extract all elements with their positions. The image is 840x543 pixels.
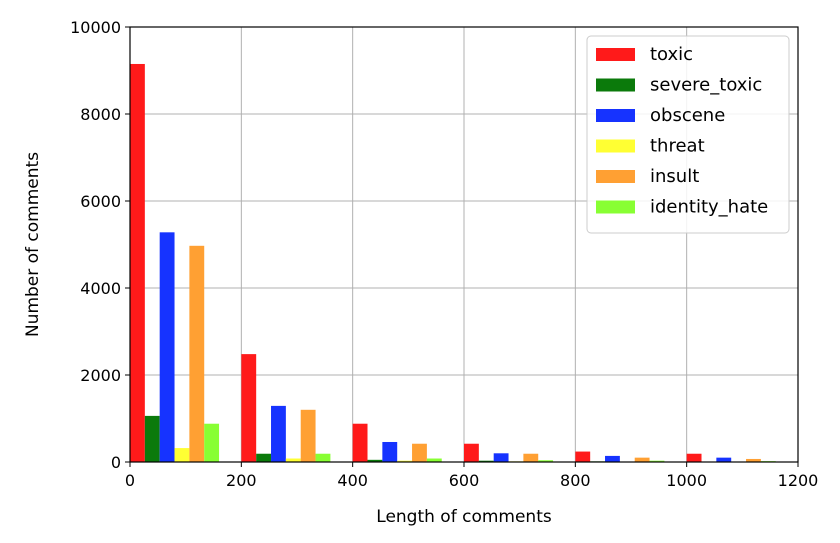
x-ticks: 0 200 400 600 800 1000 1200 <box>125 462 818 490</box>
legend-box <box>586 35 790 234</box>
bar-threat-bin-1 <box>285 458 301 462</box>
legend-swatch-obscene <box>596 109 635 122</box>
bar-obscene-bin-0 <box>159 232 175 462</box>
bar-severe-toxic-bin-3 <box>478 460 494 462</box>
x-tick-label: 800 <box>560 471 591 490</box>
y-tick-label: 10000 <box>70 18 121 37</box>
bar-identity-hate-bin-2 <box>426 458 442 462</box>
y-tick-label: 8000 <box>80 105 121 124</box>
bar-severe-toxic-bin-1 <box>256 453 272 462</box>
bar-insult-bin-4 <box>634 457 650 462</box>
bar-obscene-bin-4 <box>605 455 620 462</box>
bar-identity-hate-bin-4 <box>649 460 665 462</box>
bar-identity-hate-bin-0 <box>204 423 220 462</box>
legend-swatch-threat <box>596 139 635 153</box>
bar-obscene-bin-3 <box>493 453 509 462</box>
bar-toxic-bin-4 <box>575 451 591 462</box>
bar-obscene-bin-2 <box>382 441 398 462</box>
y-tick-label: 6000 <box>80 192 121 211</box>
legend-swatch-identity-hate <box>596 200 635 214</box>
y-ticks: 0 2000 4000 6000 8000 10000 <box>70 18 130 472</box>
bar-identity-hate-bin-1 <box>315 453 331 462</box>
legend-label-insult: insult <box>650 166 699 187</box>
legend-label-threat: threat <box>650 136 705 157</box>
x-tick-label: 1000 <box>666 471 707 490</box>
x-tick-label: 400 <box>337 471 368 490</box>
bar-threat-bin-2 <box>397 460 413 462</box>
legend-label-toxic: toxic <box>650 44 693 65</box>
bar-insult-bin-0 <box>189 245 205 462</box>
x-tick-label: 1200 <box>778 471 819 490</box>
bar-severe-toxic-bin-0 <box>144 415 160 462</box>
legend-swatch-insult <box>596 170 635 183</box>
x-tick-label: 600 <box>449 471 480 490</box>
y-tick-label: 0 <box>111 453 121 472</box>
y-axis-label: Number of comments <box>23 152 43 337</box>
bar-identity-hate-bin-3 <box>538 460 554 462</box>
bar-insult-bin-2 <box>412 443 427 462</box>
legend-label-obscene: obscene <box>650 105 725 126</box>
bar-threat-bin-0 <box>174 448 190 462</box>
bar-obscene-bin-1 <box>271 405 286 462</box>
x-tick-label: 200 <box>226 471 257 490</box>
legend-label-identity-hate: identity_hate <box>650 197 768 218</box>
bar-toxic-bin-0 <box>130 63 145 462</box>
legend-swatch-severe-toxic <box>596 78 635 92</box>
y-tick-label: 4000 <box>80 279 121 298</box>
bar-severe-toxic-bin-2 <box>367 459 383 462</box>
bar-insult-bin-1 <box>300 409 316 462</box>
x-axis-label: Length of comments <box>376 507 552 527</box>
bars <box>130 63 776 462</box>
bar-toxic-bin-2 <box>352 423 368 462</box>
bar-insult-bin-5 <box>746 458 761 462</box>
bar-toxic-bin-1 <box>241 354 257 462</box>
legend-label-severe-toxic: severe_toxic <box>650 75 762 96</box>
y-tick-label: 2000 <box>80 366 121 385</box>
bar-toxic-bin-3 <box>464 443 479 462</box>
bar-obscene-bin-5 <box>716 457 732 462</box>
legend-swatch-toxic <box>596 48 635 61</box>
x-tick-label: 0 <box>125 471 135 490</box>
bar-toxic-bin-5 <box>686 453 702 462</box>
bar-insult-bin-3 <box>523 453 539 462</box>
